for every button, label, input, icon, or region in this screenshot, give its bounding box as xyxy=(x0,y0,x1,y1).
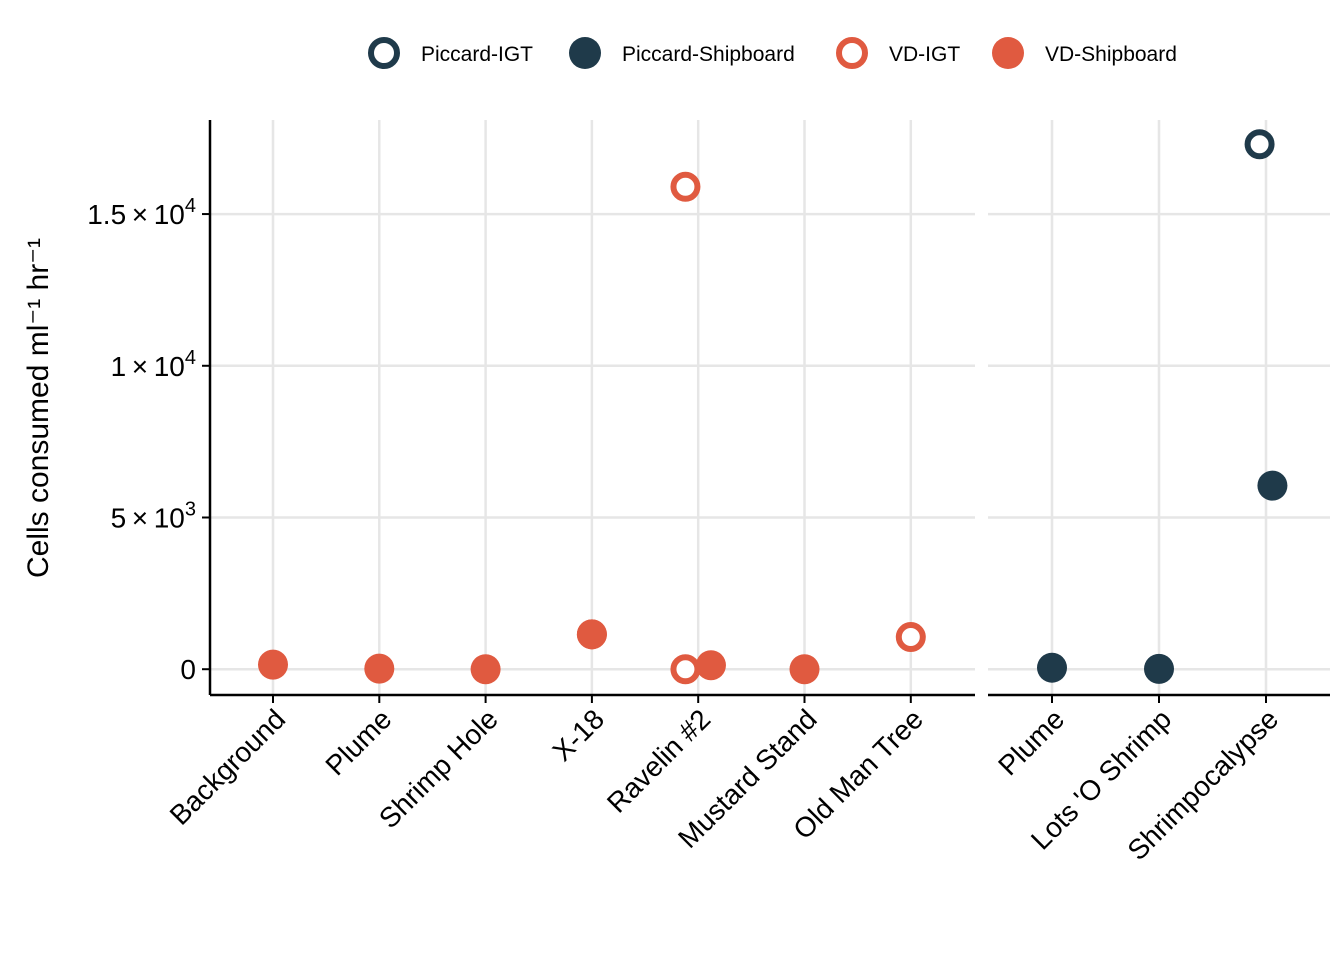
data-points xyxy=(258,129,1288,685)
point-piccard-shipboard-plume xyxy=(1037,652,1067,683)
legend-marker-piccard-shipboard xyxy=(569,37,601,69)
legend-marker-piccard-igt xyxy=(368,37,400,69)
legend-label-piccard-shipboard: Piccard-Shipboard xyxy=(622,43,795,66)
point-vd-shipboard-ravelin-2 xyxy=(695,650,726,681)
y-tick-label: 1 × 104 xyxy=(111,347,196,382)
y-tick-label: 5 × 103 xyxy=(111,498,196,533)
gridlines xyxy=(210,120,1330,695)
point-vd-igt-ravelin-2 xyxy=(670,171,701,202)
x-tick-label-plume: Plume xyxy=(992,703,1070,781)
point-vd-shipboard-plume xyxy=(364,653,395,684)
axes xyxy=(208,120,1330,703)
point-vd-igt-old-man-tree xyxy=(895,622,926,653)
y-tick-label: 0 xyxy=(180,654,196,685)
x-tick-label-background: Background xyxy=(164,703,292,831)
legend-label-piccard-igt: Piccard-IGT xyxy=(421,43,533,66)
y-tick-label: 1.5 × 104 xyxy=(87,195,196,230)
legend-label-vd-shipboard: VD-Shipboard xyxy=(1045,43,1177,66)
x-tick-label-ravelin-2: Ravelin #2 xyxy=(601,703,716,818)
point-vd-shipboard-mustard-stand xyxy=(789,654,820,685)
x-tick-label-x-18: X-18 xyxy=(546,703,610,767)
point-vd-shipboard-shrimp-hole xyxy=(470,654,501,685)
y-axis-label: Cells consumed ml⁻¹ hr⁻¹ xyxy=(22,238,55,578)
legend: Piccard-IGT Piccard-Shipboard VD-IGT VD-Shi… xyxy=(368,37,1177,69)
point-vd-shipboard-background xyxy=(258,649,288,680)
legend-marker-vd-igt xyxy=(836,37,868,69)
point-piccard-shipboard-lots-o-shrimp xyxy=(1144,653,1174,684)
y-axis-ticks: 0 5 × 103 1 × 104 1.5 × 104 xyxy=(87,195,210,685)
x-tick-label-plume: Plume xyxy=(319,703,397,781)
point-piccard-igt-shrimpocalypse xyxy=(1244,129,1275,160)
point-vd-igt-ravelin-2 xyxy=(670,654,701,685)
legend-label-vd-igt: VD-IGT xyxy=(889,43,960,66)
legend-marker-vd-shipboard xyxy=(992,37,1024,69)
point-piccard-shipboard-shrimpocalypse xyxy=(1257,470,1288,501)
point-vd-shipboard-x-18 xyxy=(576,619,607,650)
